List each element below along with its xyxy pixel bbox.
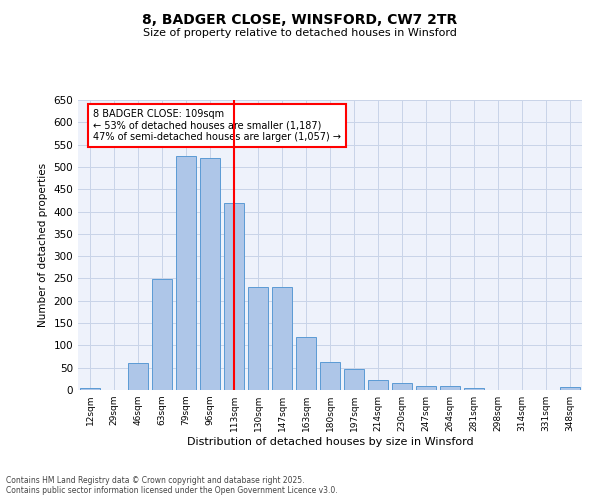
Bar <box>224 202 244 390</box>
Bar <box>560 388 580 390</box>
Bar <box>200 158 220 390</box>
Bar <box>440 386 460 390</box>
Bar <box>272 288 292 390</box>
Text: 8 BADGER CLOSE: 109sqm
← 53% of detached houses are smaller (1,187)
47% of semi-: 8 BADGER CLOSE: 109sqm ← 53% of detached… <box>93 108 341 142</box>
Bar <box>416 386 436 390</box>
Bar <box>176 156 196 390</box>
Bar <box>320 362 340 390</box>
Bar <box>248 288 268 390</box>
Text: 8, BADGER CLOSE, WINSFORD, CW7 2TR: 8, BADGER CLOSE, WINSFORD, CW7 2TR <box>142 12 458 26</box>
Bar <box>344 369 364 390</box>
Text: Size of property relative to detached houses in Winsford: Size of property relative to detached ho… <box>143 28 457 38</box>
Bar <box>392 384 412 390</box>
X-axis label: Distribution of detached houses by size in Winsford: Distribution of detached houses by size … <box>187 437 473 447</box>
Bar <box>128 363 148 390</box>
Bar <box>368 380 388 390</box>
Text: Contains HM Land Registry data © Crown copyright and database right 2025.
Contai: Contains HM Land Registry data © Crown c… <box>6 476 338 495</box>
Y-axis label: Number of detached properties: Number of detached properties <box>38 163 48 327</box>
Bar <box>464 388 484 390</box>
Bar <box>296 338 316 390</box>
Bar <box>152 280 172 390</box>
Bar <box>80 388 100 390</box>
